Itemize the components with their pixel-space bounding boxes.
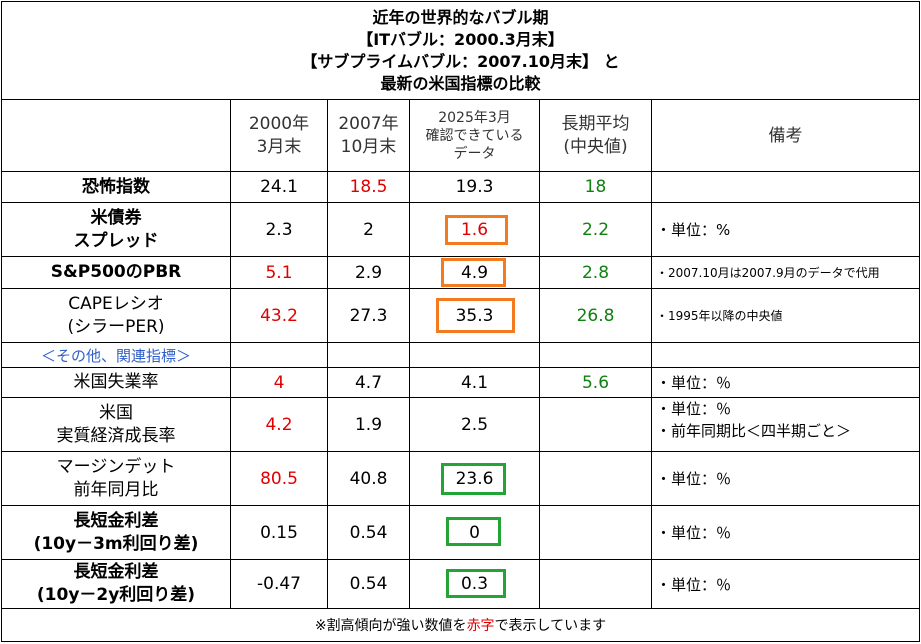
header-average-line1: 長期平均: [561, 114, 630, 134]
footer-note-red: 赤字: [466, 618, 495, 634]
header-2007-line1: 2007年: [338, 114, 399, 134]
row-unemp-2025: 4.1: [460, 372, 489, 393]
row-cape-label-line1: CAPEレシオ: [68, 293, 164, 314]
row-yc2y-label-line1: 長短金利差: [73, 562, 159, 582]
row-fear-2007: 18.5: [349, 177, 388, 197]
header-2007: 2007年 10月末: [328, 101, 409, 171]
row-cape-average: 26.8: [576, 305, 615, 326]
header-2025-line2: 確認できている: [425, 128, 524, 144]
highlight-box-pbr: [441, 258, 506, 287]
row-unemp-note: ・単位：％: [656, 374, 732, 392]
row-margin-label-line2: 前年同月比: [73, 479, 159, 500]
table-title: 近年の世界的なバブル期 【ITバブル：2000.3月末】 【サブプライムバブル：…: [2, 2, 919, 100]
row-pbr-2000: 5.1: [265, 262, 293, 283]
row-gdp-label-line2: 実質経済成長率: [56, 425, 176, 446]
row-fear-average: 18: [584, 177, 607, 197]
row-yc2y-2000: -0.47: [257, 574, 301, 594]
row-margin-2000: 80.5: [260, 468, 298, 489]
header-average: 長期平均 (中央値): [540, 101, 651, 171]
row-cape-label: CAPEレシオ (シラーPER): [2, 289, 230, 342]
row-gdp-2025: 2.5: [460, 414, 489, 435]
row-yc3m-label-line2: (10y－3m利回り差): [33, 533, 199, 554]
highlight-box-yc2y: [446, 569, 506, 598]
row-spread-2025: 1.6: [460, 219, 489, 240]
header-2000-line1: 2000年: [248, 114, 310, 134]
row-yc3m-note: ・単位：％: [656, 524, 732, 542]
title-line-1: 近年の世界的なバブル期: [372, 7, 549, 27]
header-2000: 2000年 3月末: [231, 101, 327, 171]
row-unemp-2007: 4.7: [354, 372, 383, 393]
header-2025-line3: データ: [453, 146, 496, 162]
row-yc2y-label-line2: (10y－2y利回り差): [36, 585, 196, 605]
row-gdp-2000: 4.2: [265, 414, 293, 435]
row-pbr-2007: 2.9: [354, 262, 383, 283]
row-cape-note: ・1995年以降の中央値: [656, 309, 783, 323]
row-yc2y-2025: 0.3: [460, 574, 489, 594]
highlight-box-spread: [445, 215, 508, 245]
row-yc2y-note: ・単位：％: [656, 575, 732, 594]
row-unemp-2000: 4: [273, 372, 285, 393]
row-yc2y-label: 長短金利差 (10y－2y利回り差): [2, 560, 230, 608]
footer-note-post: で表示しています: [494, 618, 607, 634]
footer-note-pre: ※割高傾向が強い数値を: [314, 618, 467, 634]
row-unemp-average: 5.6: [581, 372, 610, 393]
row-fear-2000: 24.1: [260, 177, 298, 197]
row-unemp-label: 米国失業率: [73, 372, 159, 392]
row-gdp-label: 米国 実質経済成長率: [2, 398, 230, 451]
highlight-box-yc3m: [446, 517, 501, 546]
row-yc3m-2007: 0.54: [349, 522, 388, 543]
title-line-2: 【ITバブル：2000.3月末】: [357, 29, 564, 49]
header-2007-line2: 10月末: [340, 137, 397, 157]
row-spread-average: 2.2: [581, 219, 610, 240]
row-margin-note: ・単位：％: [656, 470, 732, 488]
row-fear-2025: 19.3: [455, 177, 494, 197]
row-gdp-note-line2: ・前年同期比＜四半期ごと＞: [656, 422, 852, 440]
row-yc3m-2000: 0.15: [260, 522, 298, 543]
row-margin-label: マージンデット 前年同月比: [2, 452, 230, 505]
section-other-indicators: ＜その他、関連指標＞: [40, 346, 191, 365]
header-2025-line1: 2025年3月: [438, 110, 511, 126]
row-spread-label: 米債券 スプレッド: [2, 203, 230, 256]
title-line-4: 最新の米国指標の比較: [380, 73, 541, 93]
header-2025: 2025年3月 確認できている データ: [410, 101, 539, 171]
row-spread-label-line1: 米債券: [90, 207, 142, 228]
row-pbr-label: S&P500のPBR: [50, 262, 182, 282]
header-2000-line2: 3月末: [256, 137, 302, 157]
row-fear-label: 恐怖指数: [82, 176, 150, 197]
row-pbr-average: 2.8: [581, 262, 610, 283]
row-gdp-label-line1: 米国: [99, 402, 133, 423]
row-cape-label-line2: (シラーPER): [67, 316, 165, 337]
row-spread-note: ・単位：%: [656, 221, 731, 239]
row-cape-2000: 43.2: [260, 305, 298, 326]
row-gdp-2007: 1.9: [354, 414, 383, 435]
row-gdp-note: ・単位：％ ・前年同期比＜四半期ごと＞: [652, 398, 919, 451]
header-average-line2: (中央値): [563, 137, 628, 157]
row-margin-label-line1: マージンデット: [56, 456, 176, 477]
row-spread-2000: 2.3: [265, 219, 293, 240]
row-spread-label-line2: スプレッド: [73, 230, 159, 251]
row-pbr-2025: 4.9: [460, 262, 489, 283]
row-spread-2007: 2: [363, 219, 374, 240]
header-notes: 備考: [768, 125, 803, 146]
row-margin-2025: 23.6: [455, 468, 494, 489]
row-yc3m-label-line1: 長短金利差: [73, 510, 159, 531]
row-margin-2007: 40.8: [349, 468, 388, 489]
highlight-box-cape: [436, 298, 515, 333]
row-yc3m-2025: 0: [469, 522, 480, 543]
footer-note: ※割高傾向が強い数値を 赤字 で表示しています: [2, 609, 919, 641]
row-cape-2025: 35.3: [455, 305, 494, 326]
row-cape-2007: 27.3: [349, 305, 388, 326]
row-gdp-note-line1: ・単位：％: [656, 400, 732, 418]
row-pbr-note: ・2007.10月は2007.9月のデータで代用: [656, 266, 880, 280]
row-yc2y-2007: 0.54: [349, 574, 388, 594]
row-yc3m-label: 長短金利差 (10y－3m利回り差): [2, 506, 230, 559]
highlight-box-margin: [441, 463, 506, 495]
title-line-3: 【サブプライムバブル：2007.10月末】 と: [301, 51, 620, 71]
